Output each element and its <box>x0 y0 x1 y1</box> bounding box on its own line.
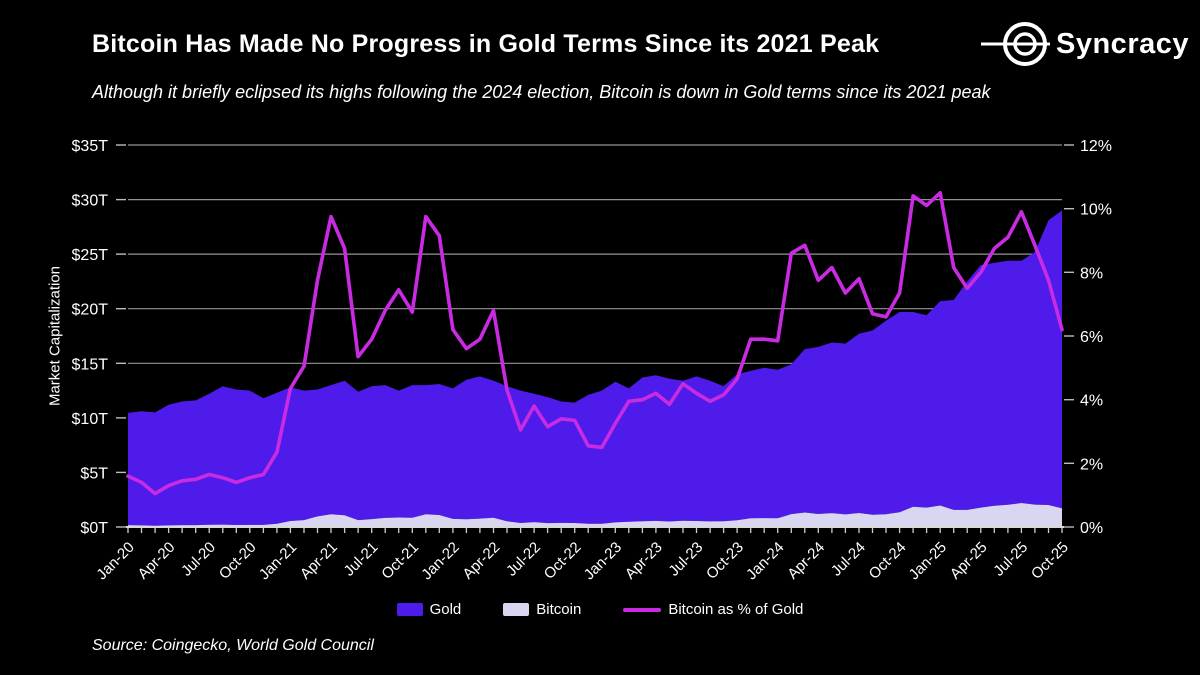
svg-text:Oct-21: Oct-21 <box>378 539 422 583</box>
chart-legend: Gold Bitcoin Bitcoin as % of Gold <box>0 601 1200 618</box>
svg-text:Jul-24: Jul-24 <box>828 539 869 580</box>
x-axis-ticks <box>127 528 1063 533</box>
bitcoin-area <box>128 503 1062 527</box>
svg-text:Jan-22: Jan-22 <box>418 539 462 583</box>
legend-item-gold: Gold <box>396 601 462 618</box>
svg-text:$10T: $10T <box>72 411 109 428</box>
svg-text:Apr-24: Apr-24 <box>784 539 828 583</box>
svg-text:10%: 10% <box>1080 202 1112 219</box>
svg-text:$35T: $35T <box>72 138 109 155</box>
y-axis-left-labels: $0T $5T $10T $15T $20T $25T $30T $35T <box>72 138 109 537</box>
page-title: Bitcoin Has Made No Progress in Gold Ter… <box>92 30 880 58</box>
svg-text:$25T: $25T <box>72 247 109 264</box>
svg-text:12%: 12% <box>1080 138 1112 155</box>
gold-swatch <box>396 603 423 616</box>
svg-text:$5T: $5T <box>80 465 108 482</box>
svg-text:$30T: $30T <box>72 193 109 210</box>
bitcoin-swatch <box>503 603 530 616</box>
page-subtitle: Although it briefly eclipsed its highs f… <box>92 82 991 102</box>
svg-text:Apr-21: Apr-21 <box>297 539 341 583</box>
svg-text:Apr-20: Apr-20 <box>135 539 179 583</box>
y-axis-right-labels: 0% 2% 4% 6% 8% 10% 12% <box>1080 138 1112 537</box>
svg-text:Jul-22: Jul-22 <box>503 539 544 580</box>
svg-text:Oct-25: Oct-25 <box>1028 539 1072 583</box>
svg-text:0%: 0% <box>1080 520 1103 537</box>
svg-text:Apr-22: Apr-22 <box>459 539 503 583</box>
svg-text:8%: 8% <box>1080 265 1103 282</box>
syncracy-logo-text: Syncracy <box>1056 27 1189 60</box>
svg-text:Apr-25: Apr-25 <box>947 539 991 583</box>
legend-label: Bitcoin as % of Gold <box>668 601 804 618</box>
svg-text:Apr-23: Apr-23 <box>622 539 666 583</box>
svg-text:Jan-23: Jan-23 <box>581 539 625 583</box>
svg-text:Oct-23: Oct-23 <box>703 539 747 583</box>
svg-text:Jul-21: Jul-21 <box>341 539 382 580</box>
gold-area <box>128 210 1062 526</box>
legend-item-bitcoin: Bitcoin <box>503 601 581 618</box>
legend-item-btc-pct: Bitcoin as % of Gold <box>623 601 803 618</box>
svg-text:Oct-20: Oct-20 <box>216 539 260 583</box>
btc-pct-of-gold-line <box>126 191 1064 496</box>
svg-text:Jul-23: Jul-23 <box>665 539 706 580</box>
svg-text:Jan-20: Jan-20 <box>93 539 137 583</box>
syncracy-logo-icon <box>981 22 1050 66</box>
y-axis-ticks <box>116 144 1074 528</box>
svg-text:2%: 2% <box>1080 456 1103 473</box>
svg-text:Jan-25: Jan-25 <box>906 539 950 583</box>
svg-text:6%: 6% <box>1080 329 1103 346</box>
svg-text:Jan-21: Jan-21 <box>256 539 300 583</box>
svg-text:$0T: $0T <box>80 520 108 537</box>
svg-text:Oct-22: Oct-22 <box>541 539 585 583</box>
svg-text:$15T: $15T <box>72 356 109 373</box>
source-note: Source: Coingecko, World Gold Council <box>92 637 374 654</box>
svg-text:$20T: $20T <box>72 302 109 319</box>
svg-text:Oct-24: Oct-24 <box>866 539 910 583</box>
legend-label: Bitcoin <box>536 601 582 618</box>
svg-text:Jan-24: Jan-24 <box>743 539 787 583</box>
syncracy-logo: Syncracy <box>980 18 1189 70</box>
svg-text:Jul-25: Jul-25 <box>990 539 1031 580</box>
svg-text:Jul-20: Jul-20 <box>178 539 219 580</box>
svg-text:4%: 4% <box>1080 393 1103 410</box>
btc-pct-line-swatch <box>623 607 662 612</box>
legend-label: Gold <box>429 601 462 618</box>
